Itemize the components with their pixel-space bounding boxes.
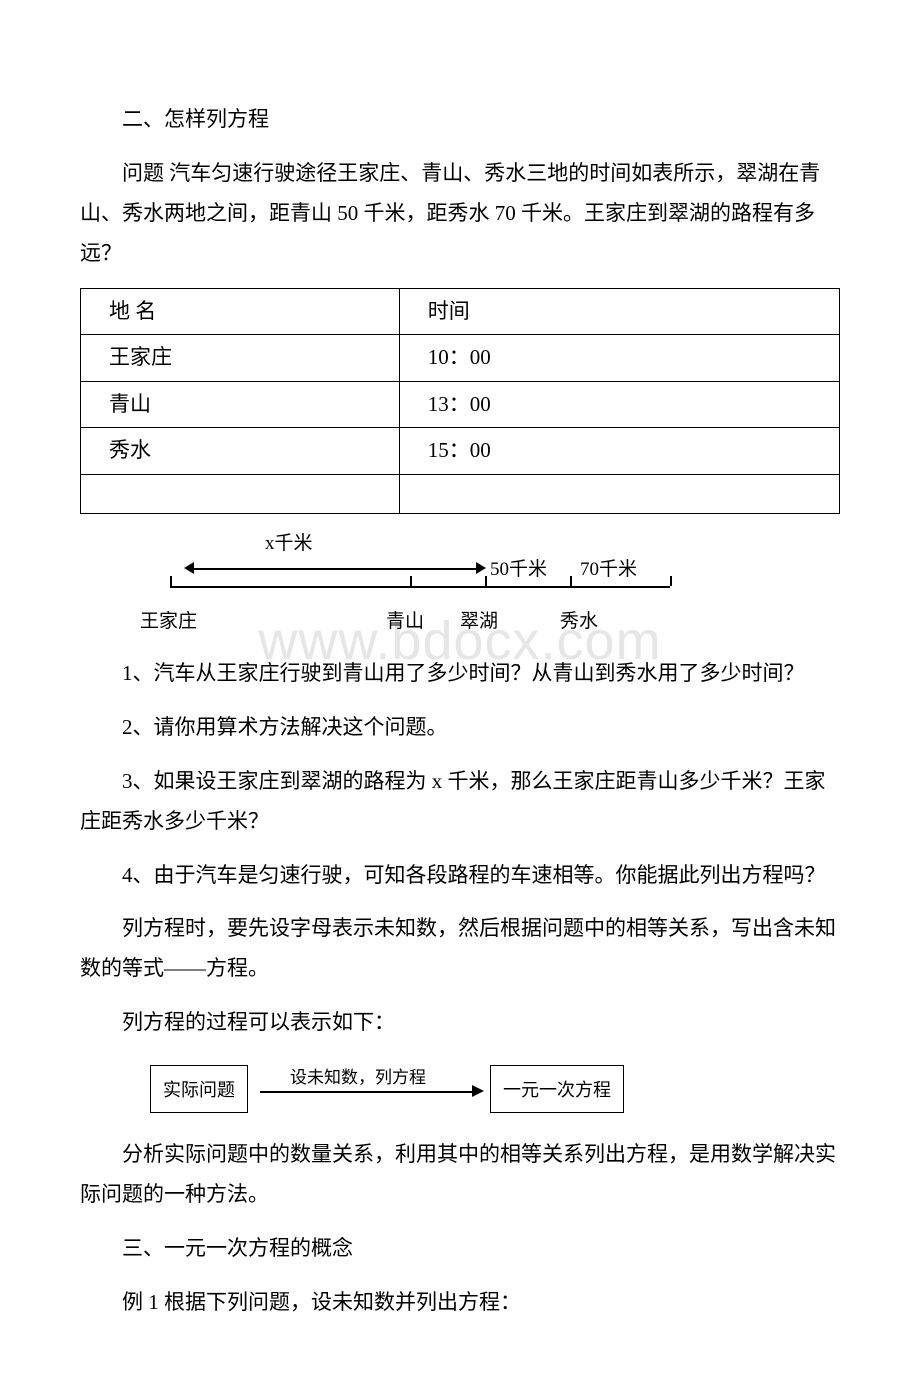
diagram-tick (485, 576, 487, 586)
table-row: 青山 13：00 (81, 381, 840, 428)
problem-intro: 问题 汽车匀速行驶途径王家庄、青山、秀水三地的时间如表所示，翠湖在青山、秀水两地… (80, 154, 840, 274)
table-cell: 王家庄 (81, 335, 400, 382)
document-content: 二、怎样列方程 问题 汽车匀速行驶途径王家庄、青山、秀水三地的时间如表所示，翠湖… (80, 100, 840, 1323)
arrow-right-icon (476, 562, 486, 574)
diagram-place-xs: 秀水 (560, 606, 598, 633)
table-cell: 时间 (399, 288, 839, 335)
question-2: 2、请你用算术方法解决这个问题。 (80, 708, 840, 748)
diagram-label-50: 50千米 (490, 554, 547, 581)
time-table: 地 名 时间 王家庄 10：00 青山 13：00 秀水 15：00 (80, 288, 840, 514)
table-cell: 10：00 (399, 335, 839, 382)
arrow-right-icon (472, 1085, 484, 1097)
flow-arrow-line (260, 1091, 476, 1093)
diagram-tick (570, 576, 572, 586)
diagram-place-qs: 青山 (386, 606, 424, 633)
table-row: 秀水 15：00 (81, 428, 840, 475)
example-1: 例 1 根据下列问题，设未知数并列出方程： (80, 1283, 840, 1323)
table-row: 地 名 时间 (81, 288, 840, 335)
diagram-tick (170, 576, 172, 586)
diagram-place-ch: 翠湖 (460, 606, 498, 633)
table-cell (81, 474, 400, 513)
diagram-baseline (170, 586, 670, 588)
question-3: 3、如果设王家庄到翠湖的路程为 x 千米，那么王家庄距青山多少千米？王家庄距秀水… (80, 762, 840, 842)
table-cell: 地 名 (81, 288, 400, 335)
question-1: 1、汽车从王家庄行驶到青山用了多少时间？从青山到秀水用了多少时间？ (80, 654, 840, 694)
diagram-tick (410, 576, 412, 586)
flow-diagram: 实际问题 设未知数，列方程 一元一次方程 (150, 1057, 710, 1117)
explain-2: 列方程的过程可以表示如下： (80, 1003, 840, 1043)
flow-box-equation: 一元一次方程 (490, 1065, 624, 1113)
table-cell: 青山 (81, 381, 400, 428)
table-cell: 秀水 (81, 428, 400, 475)
table-row (81, 474, 840, 513)
section-2-title: 二、怎样列方程 (80, 100, 840, 140)
diagram-label-x: x千米 (265, 528, 313, 555)
diagram-line (190, 568, 480, 570)
section-3-title: 三、一元一次方程的概念 (80, 1229, 840, 1269)
flow-arrow-label: 设未知数，列方程 (290, 1063, 426, 1088)
distance-diagram: x千米 50千米 70千米 王家庄 青山 翠湖 秀水 (140, 528, 680, 634)
table-row: 王家庄 10：00 (81, 335, 840, 382)
diagram-tick (670, 576, 672, 586)
diagram-label-70: 70千米 (580, 554, 637, 581)
question-4: 4、由于汽车是匀速行驶，可知各段路程的车速相等。你能据此列出方程吗？ (80, 856, 840, 896)
table-cell (399, 474, 839, 513)
table-cell: 13：00 (399, 381, 839, 428)
explain-3: 分析实际问题中的数量关系，利用其中的相等关系列出方程，是用数学解决实际问题的一种… (80, 1135, 840, 1215)
explain-1: 列方程时，要先设字母表示未知数，然后根据问题中的相等关系，写出含未知数的等式——… (80, 909, 840, 989)
table-cell: 15：00 (399, 428, 839, 475)
flow-box-problem: 实际问题 (150, 1065, 248, 1113)
diagram-place-wjz: 王家庄 (140, 606, 197, 633)
